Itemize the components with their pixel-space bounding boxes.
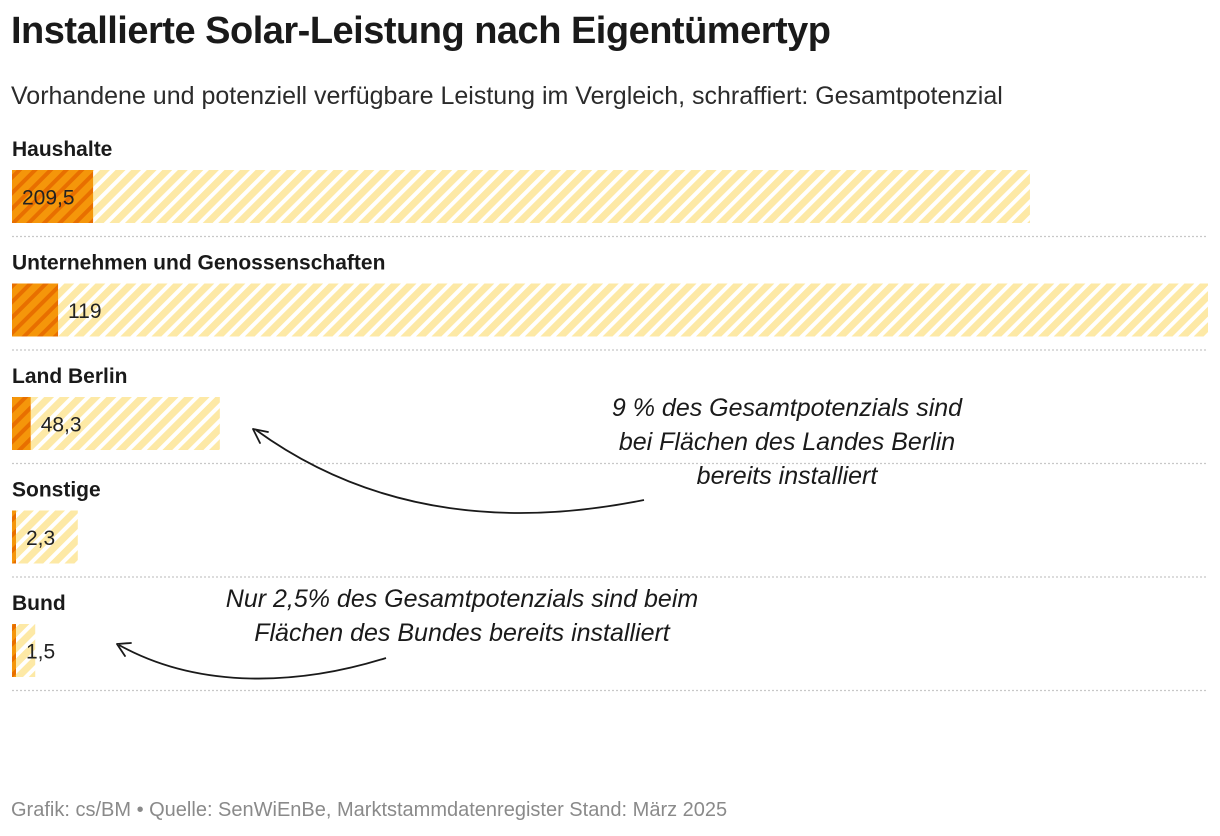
bar-installed-sonstige — [12, 510, 16, 564]
annotation-land-berlin: 9 % des Gesamtpotenzials sind bei Flächen… — [252, 394, 963, 514]
category-label-land-berlin: Land Berlin — [12, 365, 128, 388]
bar-row-sonstige: Sonstige 2,3 — [12, 479, 1208, 578]
bar-potential-sonstige — [12, 510, 78, 564]
bar-row-haushalte: Haushalte 209,5 — [12, 138, 1208, 238]
bar-row-bund: Bund 1,5 — [12, 592, 1208, 692]
annotation-arrow-land-berlin — [255, 429, 645, 514]
chart-footer-source: Grafik: cs/BM • Quelle: SenWiEnBe, Markt… — [11, 799, 728, 821]
bar-row-unternehmen-und-genossenschaften: Unternehmen und Genossenschaften 119 — [12, 252, 1208, 351]
category-label-haushalte: Haushalte — [12, 138, 112, 161]
bar-installed-land-berlin — [12, 397, 31, 450]
bar-potential-unternehmen-und-genossenschaften — [12, 283, 1208, 337]
value-label-unternehmen-und-genossenschaften: 119 — [68, 300, 101, 323]
value-label-bund: 1,5 — [26, 641, 55, 664]
chart-subtitle: Vorhandene und potenziell verfügbare Lei… — [11, 82, 1003, 110]
bar-installed-bund — [12, 624, 16, 677]
category-label-unternehmen-und-genossenschaften: Unternehmen und Genossenschaften — [12, 252, 385, 275]
value-label-land-berlin: 48,3 — [41, 414, 82, 437]
annotation-text-line: 9 % des Gesamtpotenzials sind — [612, 394, 963, 422]
annotation-arrowhead-land-berlin — [252, 428, 269, 444]
value-label-haushalte: 209,5 — [22, 187, 75, 210]
annotation-text-line: bereits installiert — [697, 462, 879, 490]
chart-title: Installierte Solar-Leistung nach Eigentü… — [11, 10, 831, 52]
annotation-text-line: bei Flächen des Landes Berlin — [619, 428, 955, 456]
annotation-text-line: Nur 2,5% des Gesamtpotenzials sind beim — [226, 585, 698, 613]
value-label-sonstige: 2,3 — [26, 527, 55, 550]
category-label-bund: Bund — [12, 592, 66, 615]
annotation-arrow-bund — [118, 644, 387, 680]
annotation-text-line: Flächen des Bundes bereits installiert — [254, 619, 671, 647]
bar-installed-haushalte — [12, 170, 94, 223]
bar-row-land-berlin: Land Berlin 48,3 — [12, 365, 1208, 465]
category-label-sonstige: Sonstige — [12, 479, 101, 502]
bar-potential-land-berlin — [12, 397, 220, 450]
annotation-bund: Nur 2,5% des Gesamtpotenzials sind beim F… — [116, 585, 698, 680]
bar-chart: Haushalte 209,5 Unternehmen und Genossensc… — [12, 138, 1208, 692]
bar-installed-unternehmen-und-genossenschaften — [12, 283, 59, 337]
bar-potential-bund — [12, 624, 36, 677]
bar-potential-haushalte — [12, 170, 1030, 223]
annotation-arrowhead-bund — [116, 642, 132, 657]
